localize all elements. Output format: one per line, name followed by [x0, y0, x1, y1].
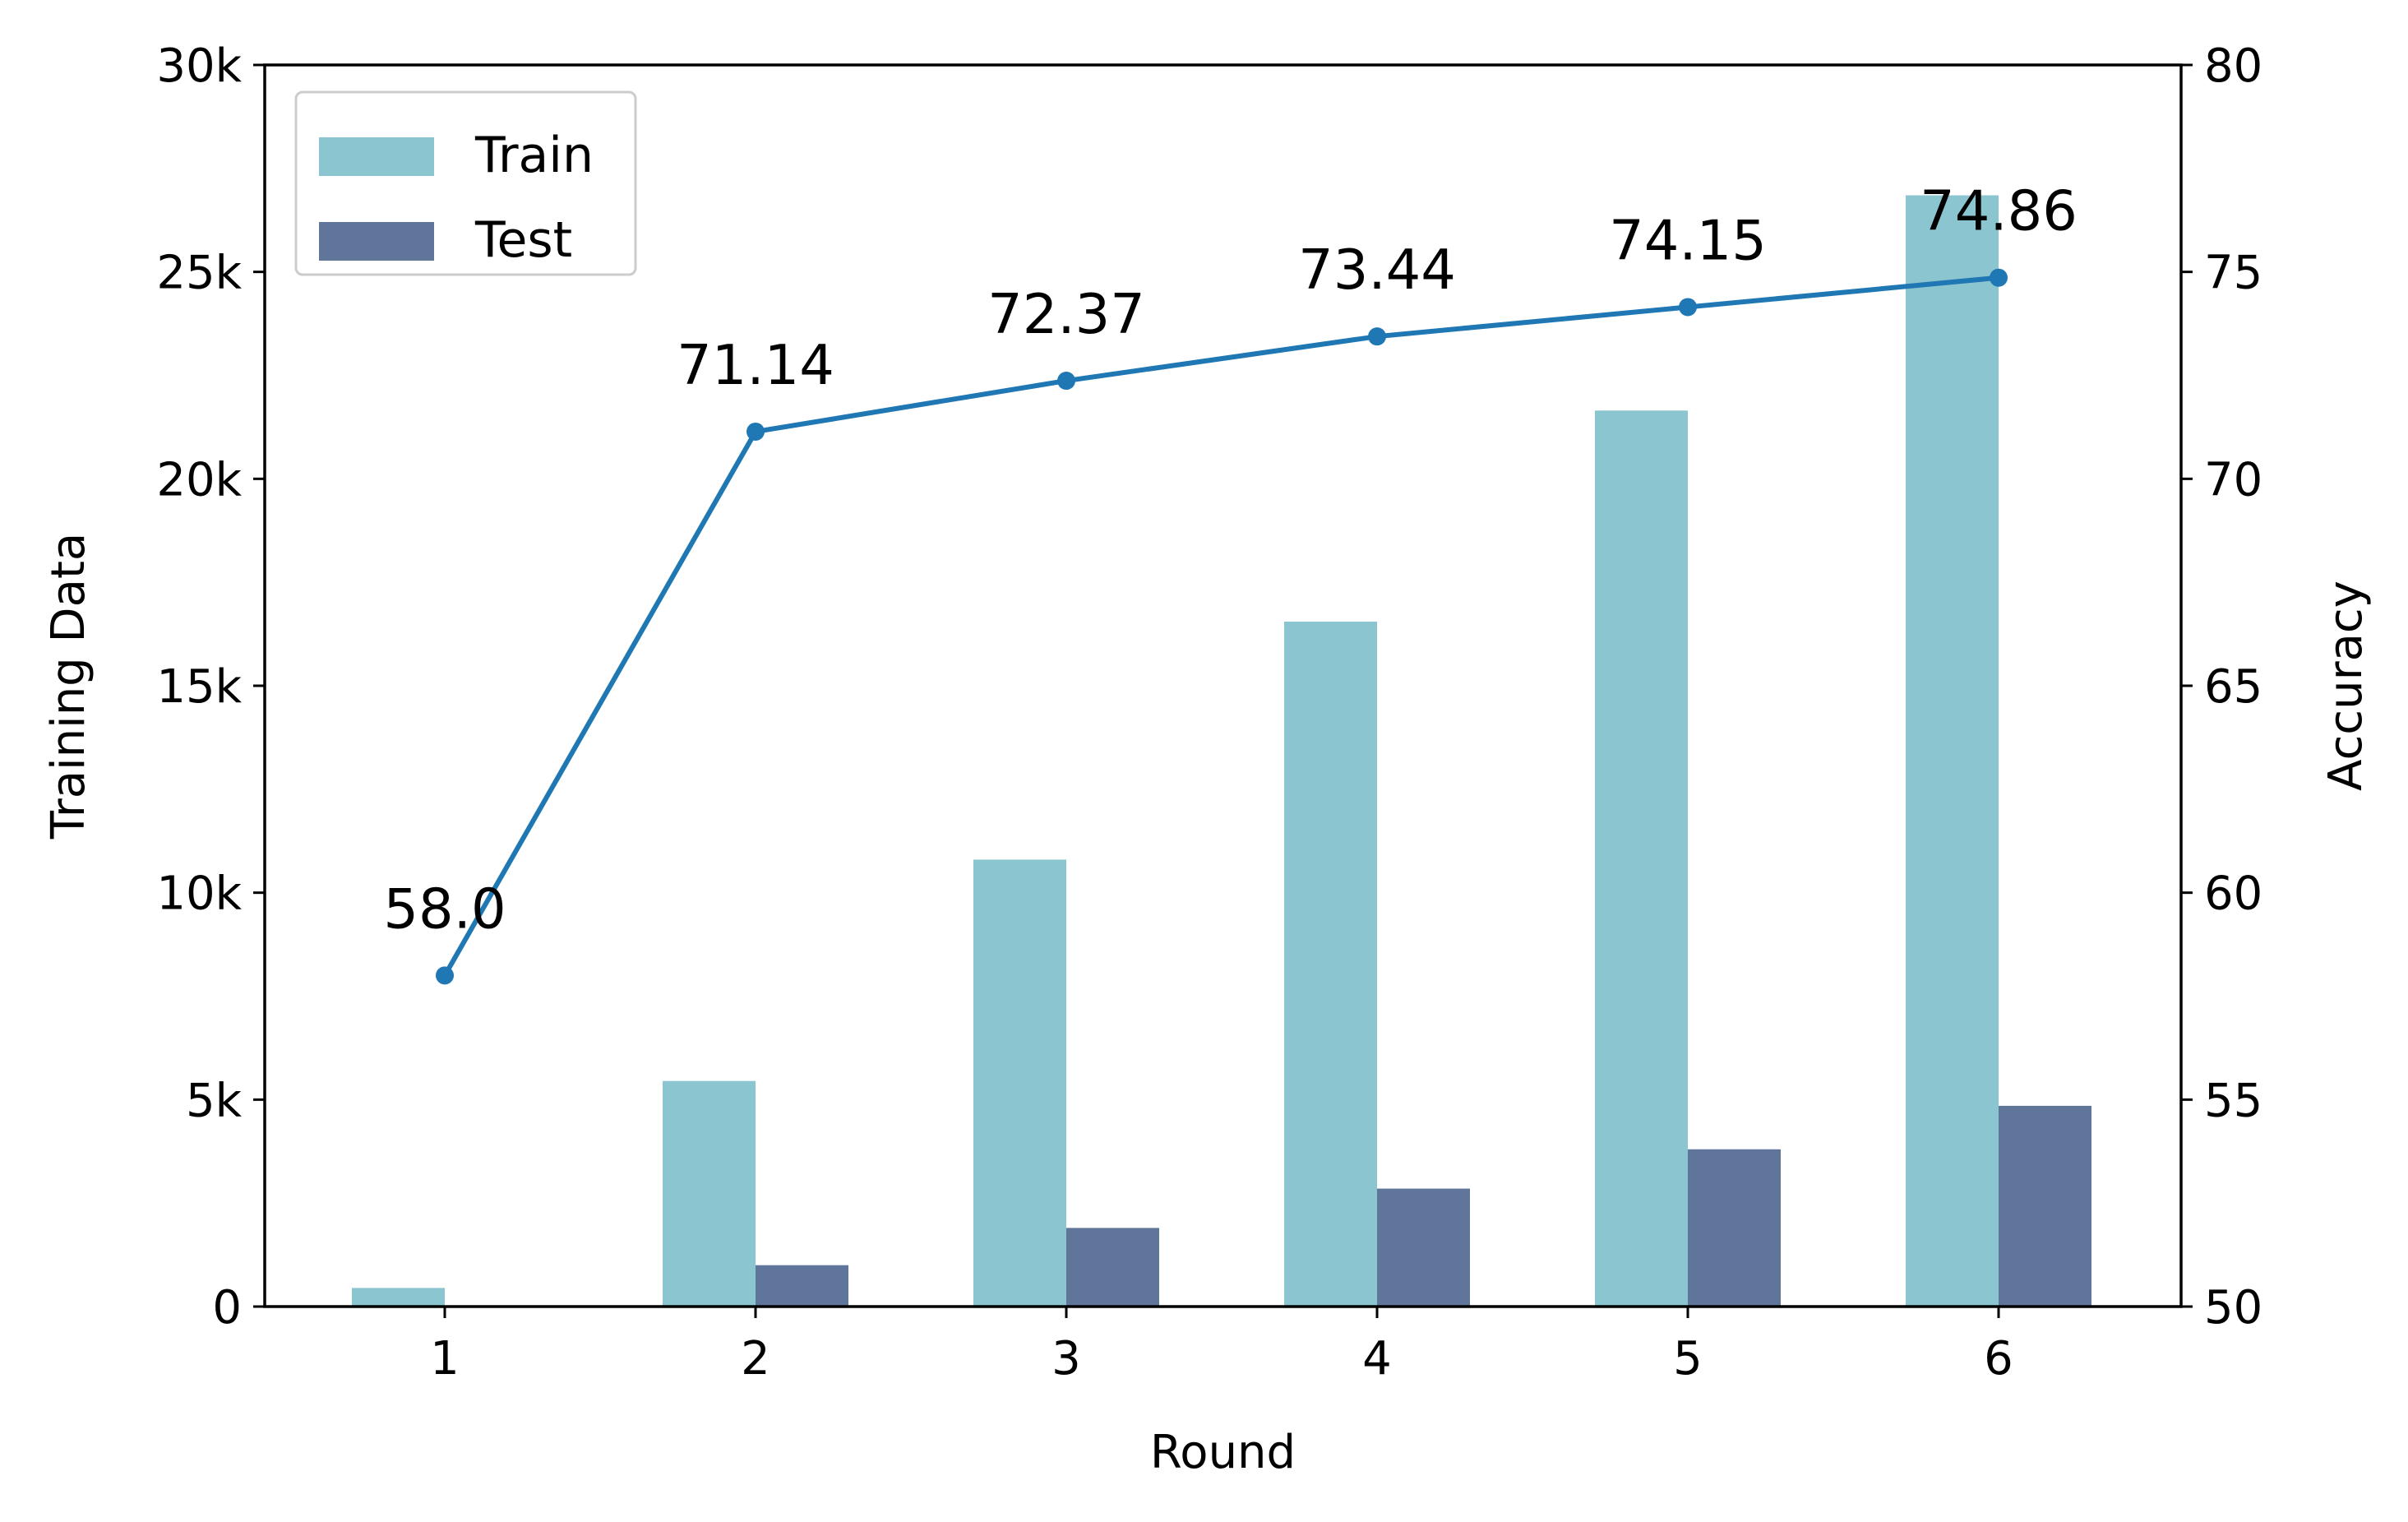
bar-test-round-6: [1999, 1105, 2091, 1307]
y-tick-label-left: 25k: [156, 247, 242, 300]
data-labels-layer: 58.0 71.14 72.37 73.44 74.15 74.86: [383, 179, 2078, 941]
bar-test-round-5: [1688, 1149, 1781, 1307]
accuracy-line: [442, 275, 2001, 978]
y-tick-label-right: 80: [2204, 39, 2262, 93]
bar-train-round-4: [1284, 621, 1377, 1307]
accuracy-data-label: 58.0: [383, 877, 506, 941]
bar-train-round-3: [973, 859, 1066, 1307]
line-layer: [436, 268, 2008, 985]
ticks-layer: 0 5k 10k 15k 20k 25k 30k 50 55 60 65 70 75 80 1 2 3 4 5 6: [156, 39, 2262, 1386]
x-tick-label: 6: [1984, 1332, 2013, 1386]
y-tick-label-right: 55: [2204, 1074, 2262, 1127]
accuracy-point-round-6: [1990, 268, 2008, 287]
legend-swatch-test: [319, 222, 434, 261]
bars-layer: [352, 195, 2091, 1307]
accuracy-point-round-2: [746, 422, 765, 441]
x-tick-label: 4: [1362, 1332, 1392, 1386]
x-tick-label: 5: [1673, 1332, 1703, 1386]
bar-train-round-1: [352, 1288, 445, 1307]
x-tick-label: 1: [430, 1332, 460, 1386]
accuracy-data-label: 73.44: [1298, 238, 1456, 302]
accuracy-data-label: 74.15: [1609, 208, 1767, 272]
bar-test-round-3: [1066, 1228, 1159, 1307]
bar-train-round-2: [663, 1080, 756, 1307]
x-axis-title: Round: [1150, 1426, 1296, 1479]
y-tick-label-right: 65: [2204, 660, 2262, 714]
y-tick-label-left: 20k: [156, 453, 242, 507]
accuracy-point-round-4: [1368, 327, 1386, 346]
y-tick-label-left: 30k: [156, 39, 242, 93]
bar-train-round-5: [1595, 410, 1688, 1307]
accuracy-data-label: 72.37: [987, 282, 1145, 346]
y-tick-label-right: 70: [2204, 453, 2262, 507]
legend-swatch-train: [319, 137, 434, 176]
y-tick-label-right: 50: [2204, 1281, 2262, 1335]
bar-test-round-4: [1377, 1188, 1470, 1307]
y-axis-title-right: Accuracy: [2319, 581, 2373, 791]
y-tick-label-right: 75: [2204, 247, 2262, 300]
y-axis-title-left: Training Data: [42, 533, 95, 840]
accuracy-point-round-3: [1057, 372, 1075, 391]
y-tick-label-left: 15k: [156, 660, 242, 714]
y-tick-label-left: 5k: [186, 1074, 243, 1127]
legend-label-train: Train: [474, 127, 594, 184]
x-tick-label: 3: [1051, 1332, 1081, 1386]
accuracy-data-label: 71.14: [677, 333, 834, 397]
y-tick-label-right: 60: [2204, 867, 2262, 921]
y-tick-label-left: 0: [212, 1281, 242, 1335]
y-tick-label-left: 10k: [156, 867, 242, 921]
accuracy-point-round-1: [436, 966, 454, 985]
x-tick-label: 2: [741, 1332, 770, 1386]
bar-train-round-6: [1906, 195, 1999, 1307]
legend-label-test: Test: [474, 211, 572, 269]
legend: Train Test: [294, 90, 637, 276]
accuracy-point-round-5: [1679, 298, 1697, 317]
bar-test-round-2: [756, 1265, 848, 1307]
accuracy-data-label: 74.86: [1920, 179, 2078, 243]
